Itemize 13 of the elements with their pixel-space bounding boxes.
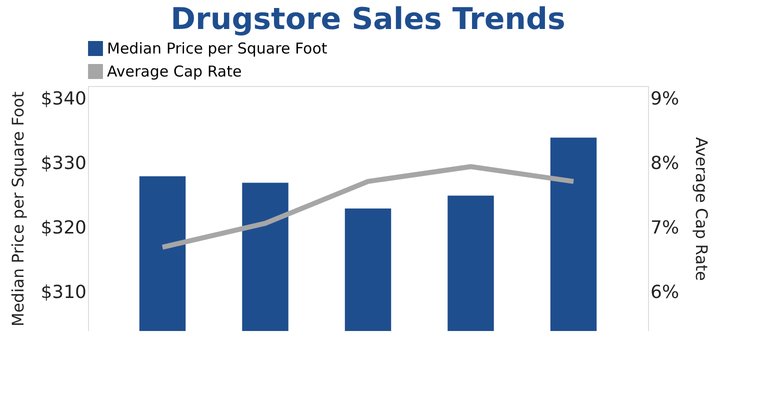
y2-tick-label: 7%: [650, 217, 680, 238]
legend-label: Median Price per Square Foot: [107, 40, 328, 58]
y-tick-label: $310: [40, 282, 86, 303]
y2-axis-title: Average Cap Rate: [692, 137, 712, 281]
y-axis-title: Median Price per Square Foot: [8, 92, 28, 326]
chart-title: Drugstore Sales Trends: [170, 2, 566, 37]
legend-label: Average Cap Rate: [107, 62, 242, 80]
y-tick-label: $320: [40, 217, 86, 238]
y-tick-label: $330: [40, 152, 86, 174]
y2-tick-label: 6%: [650, 282, 680, 303]
y-tick-label: $340: [40, 88, 86, 110]
y2-tick-label: 9%: [650, 88, 680, 110]
y2-tick-label: 8%: [650, 152, 680, 174]
